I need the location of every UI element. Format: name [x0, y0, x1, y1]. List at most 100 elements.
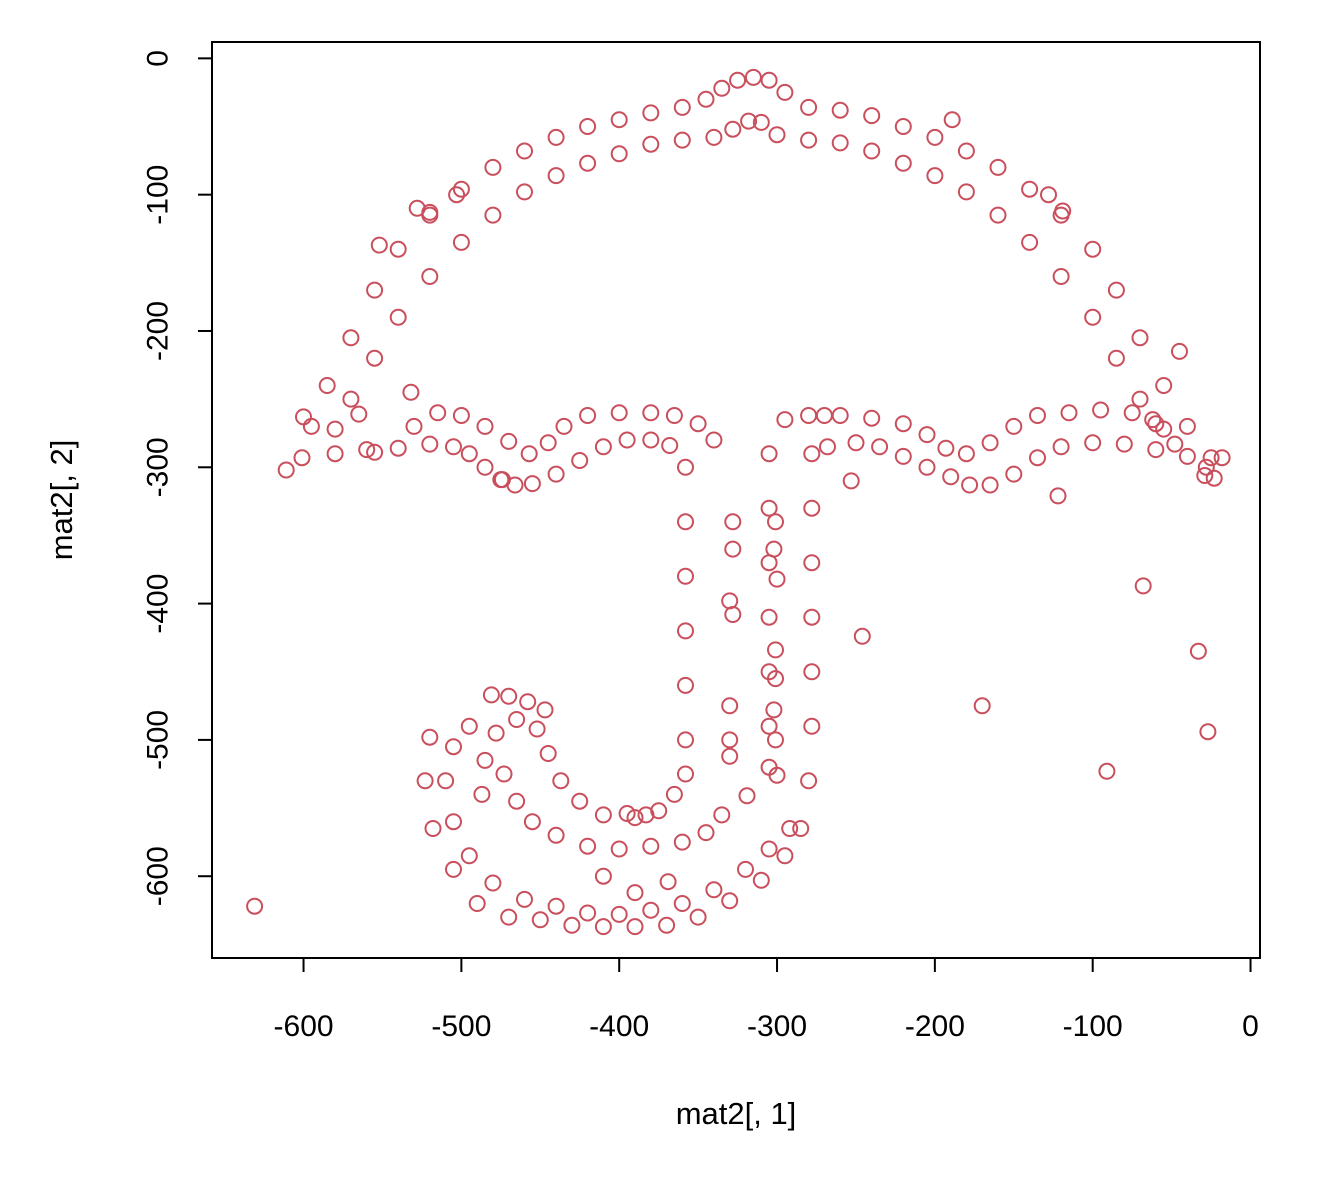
data-point — [1052, 268, 1070, 285]
data-point — [1205, 469, 1223, 487]
data-point — [724, 513, 742, 531]
data-point — [673, 131, 691, 149]
data-point — [926, 167, 944, 185]
data-point — [918, 458, 936, 476]
data-point — [1155, 377, 1173, 394]
data-point — [528, 720, 546, 738]
data-point — [416, 772, 434, 790]
data-point — [531, 911, 549, 929]
data-point — [610, 905, 628, 923]
data-point — [1092, 401, 1110, 419]
data-point — [579, 837, 597, 855]
data-point — [452, 233, 470, 251]
data-point — [760, 840, 778, 858]
data-point — [508, 711, 526, 728]
data-point — [1040, 186, 1057, 204]
data-point — [484, 206, 502, 224]
data-point — [677, 765, 694, 783]
data-point — [476, 751, 494, 769]
data-point — [1213, 449, 1231, 467]
data-point — [937, 439, 955, 457]
data-point — [1098, 762, 1116, 780]
data-point — [800, 131, 818, 149]
data-point — [957, 445, 975, 463]
data-point — [295, 408, 312, 426]
data-point — [768, 766, 786, 784]
data-point — [831, 101, 849, 119]
data-point — [943, 111, 961, 129]
data-point — [760, 71, 778, 89]
y-tick-label: -500 — [142, 710, 175, 770]
data-point — [713, 79, 731, 97]
data-point — [989, 158, 1007, 176]
data-point — [740, 112, 758, 130]
data-point — [246, 897, 264, 915]
data-point — [326, 420, 344, 438]
data-point — [610, 840, 628, 858]
data-point — [737, 860, 754, 878]
data-point — [1005, 417, 1023, 435]
x-tick-label: -300 — [747, 1010, 807, 1043]
data-point — [342, 390, 360, 408]
data-point — [1202, 449, 1220, 467]
data-point — [760, 717, 778, 735]
data-point — [957, 183, 975, 201]
data-point — [765, 701, 783, 719]
data-point — [468, 895, 486, 912]
data-point — [626, 918, 644, 936]
data-point — [350, 405, 368, 423]
data-point — [792, 820, 810, 837]
data-point — [642, 404, 660, 422]
data-point — [760, 445, 778, 463]
data-point — [1131, 390, 1149, 408]
data-point — [871, 438, 889, 456]
y-tick-label: -400 — [142, 574, 175, 634]
data-point — [594, 918, 612, 936]
data-point — [555, 417, 573, 435]
data-point — [705, 128, 723, 146]
data-point — [500, 687, 518, 705]
data-point — [689, 908, 707, 926]
data-point — [342, 329, 360, 347]
data-point — [776, 411, 794, 429]
data-point — [579, 118, 597, 135]
data-point — [563, 916, 581, 934]
data-point — [579, 154, 597, 172]
data-point — [547, 465, 565, 483]
data-point — [776, 847, 794, 865]
data-point — [760, 608, 778, 626]
data-point — [721, 892, 739, 910]
data-point — [1178, 417, 1196, 435]
data-point — [1029, 407, 1046, 424]
data-point — [326, 445, 344, 463]
data-point — [989, 206, 1007, 224]
data-point — [452, 180, 470, 198]
data-point — [618, 431, 636, 449]
data-point — [508, 792, 526, 810]
data-point — [487, 724, 505, 742]
data-point — [677, 676, 694, 694]
data-point — [539, 434, 557, 452]
data-point — [863, 107, 881, 125]
data-point — [767, 731, 784, 749]
data-point — [642, 104, 660, 122]
data-point — [1115, 435, 1133, 453]
data-point — [803, 445, 821, 463]
data-point — [389, 240, 407, 258]
data-point — [618, 805, 636, 822]
data-point — [721, 697, 739, 715]
data-point — [781, 820, 799, 837]
data-point — [1134, 577, 1152, 595]
data-point — [429, 404, 447, 422]
data-point — [658, 916, 676, 934]
data-point — [863, 142, 881, 160]
data-point — [957, 142, 975, 160]
data-point — [547, 167, 565, 185]
data-point — [1049, 487, 1067, 505]
data-point — [689, 415, 707, 433]
data-point — [1084, 434, 1102, 452]
data-point — [677, 513, 694, 531]
data-point — [721, 731, 739, 749]
data-point — [421, 268, 439, 285]
data-point — [452, 407, 470, 424]
